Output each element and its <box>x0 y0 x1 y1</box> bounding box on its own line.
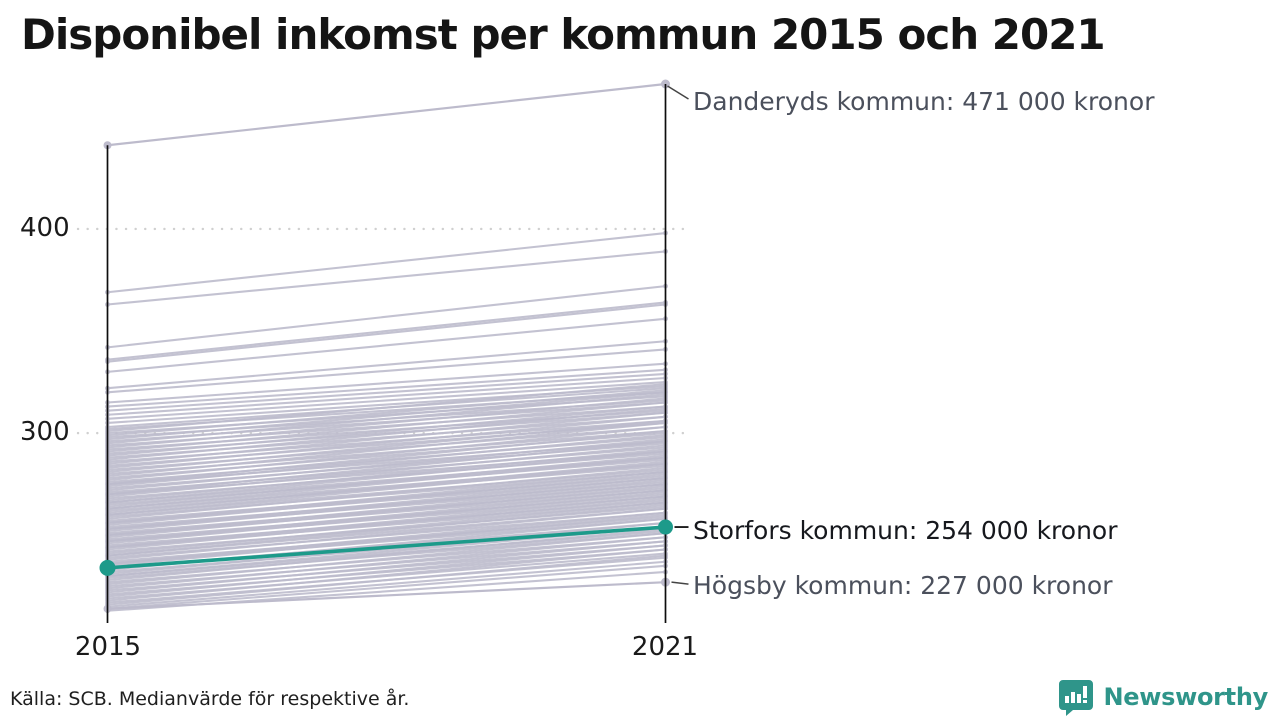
y-axis-tick-400: 400 <box>20 213 70 243</box>
newsworthy-speech-bubble-bar-chart-icon <box>1059 680 1094 716</box>
y-axis-tick-300: 300 <box>20 417 70 447</box>
newsworthy-logo[interactable]: Newsworthy <box>1057 678 1268 716</box>
x-axis-label-2015: 2015 <box>74 632 142 662</box>
x-axis-label-2021: 2021 <box>631 632 699 662</box>
page-title: Disponibel inkomst per kommun 2015 och 2… <box>21 10 1106 59</box>
annotation-storfors-highlight: Storfors kommun: 254 000 kronor <box>693 516 1118 545</box>
newsworthy-wordmark: Newsworthy <box>1103 683 1268 711</box>
annotation-danderyd: Danderyds kommun: 471 000 kronor <box>693 87 1155 116</box>
source-note: Källa: SCB. Medianvärde för respektive å… <box>10 688 410 710</box>
annotation-hogsby: Högsby kommun: 227 000 kronor <box>693 571 1113 600</box>
